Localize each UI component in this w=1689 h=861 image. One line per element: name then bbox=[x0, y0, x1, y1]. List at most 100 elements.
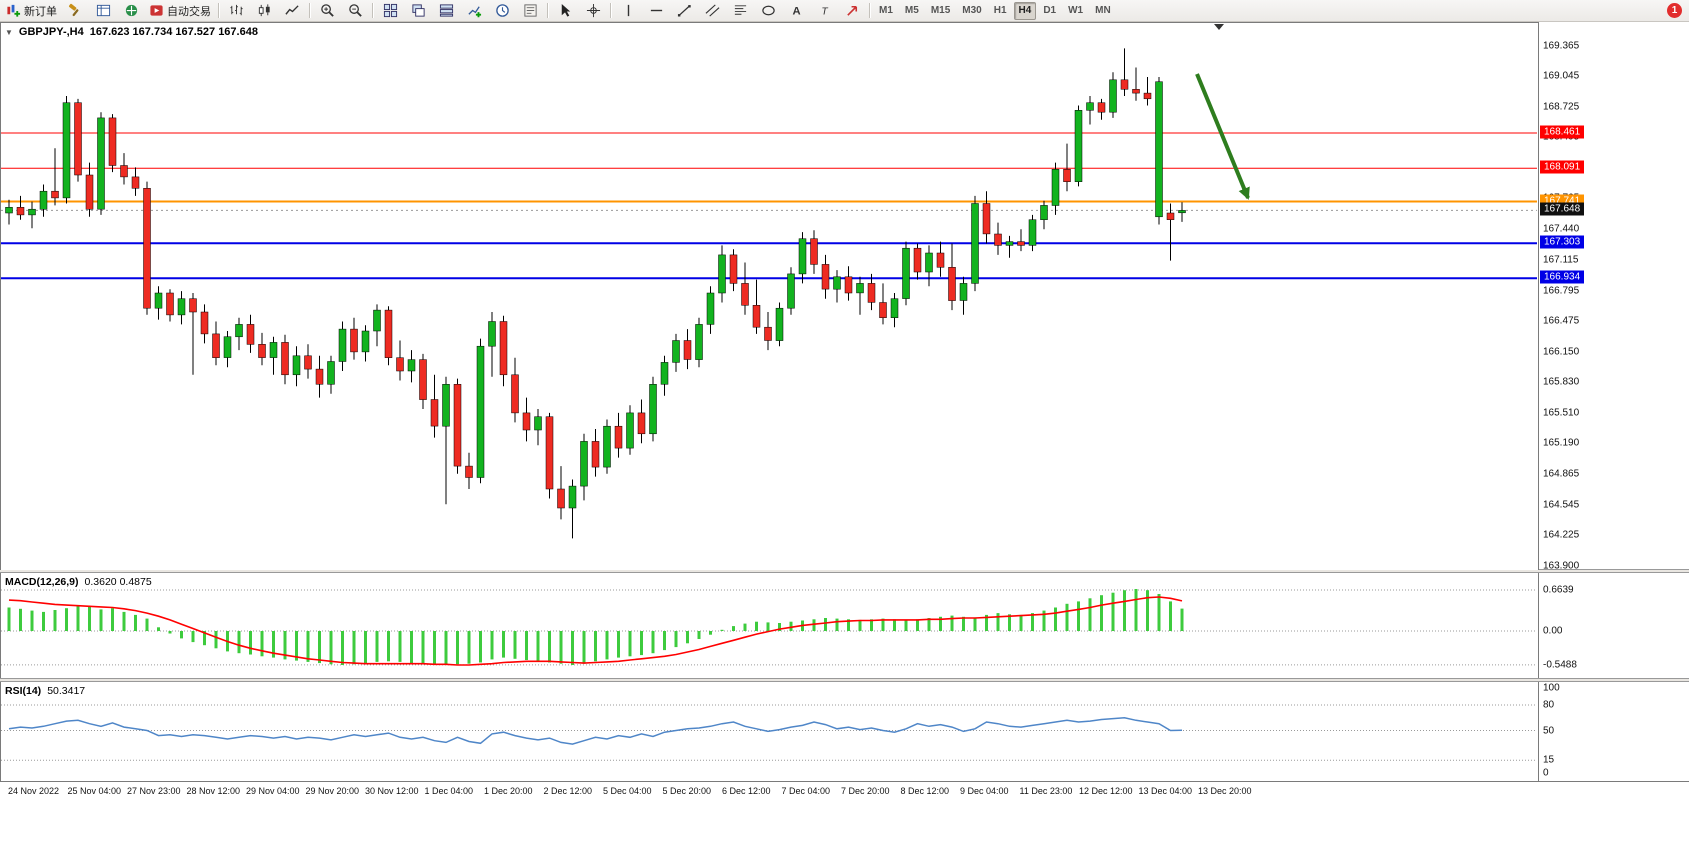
panel-splitter[interactable] bbox=[0, 678, 1689, 682]
price-tick: 164.545 bbox=[1543, 499, 1580, 511]
indicators-button[interactable] bbox=[460, 0, 488, 21]
toolbar: 新订单 自动交易 A T M1 M5 M15 M30 H1 H4 D1 W1 MN 1 bbox=[0, 0, 1689, 22]
timeframe-d1[interactable]: D1 bbox=[1043, 5, 1057, 16]
cursor-button[interactable] bbox=[551, 0, 579, 21]
time-label: 2 Dec 12:00 bbox=[543, 786, 593, 796]
vertical-line-button[interactable] bbox=[614, 0, 642, 21]
rsi-axis[interactable]: 100 80 50 15 0 bbox=[1539, 682, 1689, 781]
templates-button[interactable] bbox=[516, 0, 544, 21]
zoom-in-icon bbox=[320, 3, 335, 18]
price-tick: 169.045 bbox=[1543, 70, 1580, 82]
price-tick: 167.440 bbox=[1543, 223, 1580, 235]
time-label: 7 Dec 04:00 bbox=[781, 786, 831, 796]
arrange-windows-button[interactable] bbox=[432, 0, 460, 21]
template-icon bbox=[523, 3, 538, 18]
time-label: 5 Dec 04:00 bbox=[603, 786, 652, 796]
autotrading-icon bbox=[149, 3, 164, 18]
toolbar-separator bbox=[218, 3, 219, 18]
macd-tick: 0.00 bbox=[1543, 625, 1563, 637]
time-label: 12 Dec 12:00 bbox=[1079, 786, 1133, 796]
time-label: 1 Dec 04:00 bbox=[424, 786, 474, 796]
timeframe-h4[interactable]: H4 bbox=[1013, 1, 1037, 20]
vline-icon bbox=[621, 3, 636, 18]
price-tick: 168.725 bbox=[1543, 101, 1580, 113]
shapes-button[interactable] bbox=[754, 0, 782, 21]
time-label: 7 Dec 20:00 bbox=[841, 786, 890, 796]
svg-text:T: T bbox=[821, 6, 828, 17]
zoom-out-button[interactable] bbox=[341, 0, 369, 21]
equidistant-channel-button[interactable] bbox=[698, 0, 726, 21]
timeframe-w1[interactable]: W1 bbox=[1068, 5, 1084, 16]
indicators-icon bbox=[467, 3, 482, 18]
rsi-tick: 50 bbox=[1543, 725, 1555, 736]
rsi-tick: 100 bbox=[1543, 682, 1560, 694]
time-label: 30 Nov 12:00 bbox=[365, 786, 419, 796]
data-window-icon bbox=[96, 3, 111, 18]
timeframe-m1[interactable]: M1 bbox=[879, 5, 893, 16]
new-order-icon bbox=[6, 3, 21, 18]
navigator-button[interactable] bbox=[117, 0, 145, 21]
price-level-badge: 168.091 bbox=[1540, 160, 1585, 174]
trendline-button[interactable] bbox=[670, 0, 698, 21]
macd-panel: MACD(12,26,9) 0.3620 0.4875 0.6639 0.00 -0… bbox=[0, 573, 1689, 678]
price-tick: 166.475 bbox=[1543, 315, 1580, 327]
macd-axis[interactable]: 0.6639 0.00 -0.5488 bbox=[1539, 573, 1689, 678]
chart-shift-marker bbox=[1214, 24, 1224, 30]
arrows-button[interactable] bbox=[838, 0, 866, 21]
toolbar-separator bbox=[547, 3, 548, 18]
crosshair-icon bbox=[586, 3, 601, 18]
line-chart-button[interactable] bbox=[278, 0, 306, 21]
periods-button[interactable] bbox=[488, 0, 516, 21]
crosshair-button[interactable] bbox=[579, 0, 607, 21]
rsi-tick: 15 bbox=[1543, 754, 1555, 766]
price-tick: 169.365 bbox=[1543, 40, 1580, 52]
price-level-badge: 168.461 bbox=[1540, 125, 1585, 139]
time-label: 24 Nov 2022 bbox=[8, 786, 60, 796]
time-label: 25 Nov 04:00 bbox=[67, 786, 122, 796]
timeframe-m30[interactable]: M30 bbox=[962, 5, 982, 16]
time-label: 28 Nov 12:00 bbox=[186, 786, 241, 796]
cascade-windows-button[interactable] bbox=[404, 0, 432, 21]
new-order-button[interactable]: 新订单 bbox=[2, 0, 61, 21]
price-tick: 166.150 bbox=[1543, 346, 1580, 358]
navigator-icon bbox=[124, 3, 139, 18]
toolbar-separator bbox=[309, 3, 310, 18]
candle-chart-button[interactable] bbox=[250, 0, 278, 21]
text-button[interactable]: A bbox=[782, 0, 810, 21]
data-window-button[interactable] bbox=[89, 0, 117, 21]
text-label-button[interactable]: T bbox=[810, 0, 838, 21]
cascade-icon bbox=[411, 3, 426, 18]
price-tick: 163.900 bbox=[1543, 560, 1580, 572]
autotrading-button[interactable]: 自动交易 bbox=[145, 0, 215, 21]
line-icon bbox=[284, 3, 300, 18]
price-tick: 165.510 bbox=[1543, 407, 1580, 419]
metaeditor-button[interactable] bbox=[61, 0, 89, 21]
time-label: 29 Nov 04:00 bbox=[246, 786, 300, 796]
label-icon: T bbox=[817, 3, 832, 18]
time-label: 5 Dec 20:00 bbox=[662, 786, 712, 796]
zoom-in-button[interactable] bbox=[313, 0, 341, 21]
fibonacci-button[interactable] bbox=[726, 0, 754, 21]
hammer-icon bbox=[68, 3, 83, 18]
macd-tick: 0.6639 bbox=[1543, 584, 1574, 596]
horizontal-line-button[interactable] bbox=[642, 0, 670, 21]
time-label: 9 Dec 04:00 bbox=[960, 786, 1009, 796]
notification-badge[interactable]: 1 bbox=[1667, 3, 1682, 18]
time-label: 29 Nov 20:00 bbox=[305, 786, 360, 796]
current-price-badge: 167.648 bbox=[1540, 202, 1585, 216]
timeframe-mn[interactable]: MN bbox=[1095, 5, 1111, 16]
rsi-canvas[interactable] bbox=[0, 682, 1539, 781]
price-axis[interactable]: 169.365169.045168.725168.405168.085167.7… bbox=[1539, 22, 1689, 572]
tile-icon bbox=[383, 3, 398, 18]
bar-chart-button[interactable] bbox=[222, 0, 250, 21]
tile-windows-button[interactable] bbox=[376, 0, 404, 21]
timeframe-m15[interactable]: M15 bbox=[930, 5, 951, 16]
one-click-trading-toggle[interactable]: ▼ bbox=[5, 27, 13, 37]
timeframe-h1[interactable]: H1 bbox=[993, 5, 1007, 16]
macd-canvas[interactable] bbox=[0, 573, 1539, 678]
trend-icon bbox=[677, 3, 692, 18]
time-axis[interactable]: 24 Nov 2022 25 Nov 04:00 27 Nov 23:00 28 No… bbox=[0, 781, 1689, 802]
price-level-badge: 166.934 bbox=[1540, 270, 1585, 284]
timeframe-m5[interactable]: M5 bbox=[904, 5, 919, 16]
main-chart-canvas[interactable] bbox=[0, 22, 1539, 570]
